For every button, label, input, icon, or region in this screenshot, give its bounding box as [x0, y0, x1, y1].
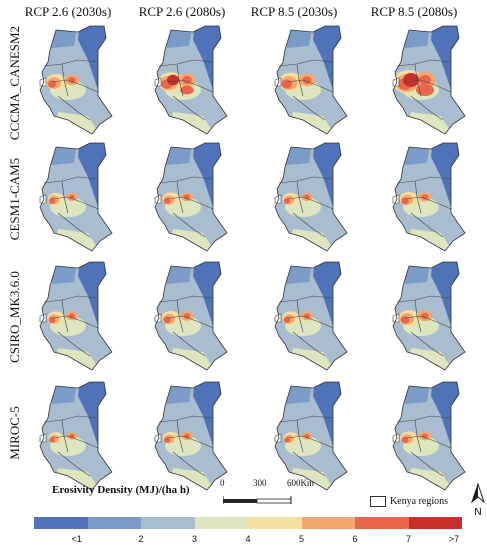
column-header: RCP 2.6 (2080s) [138, 4, 226, 19]
color-bar-segment [248, 517, 302, 529]
map-panel [375, 256, 483, 374]
map-panel [22, 137, 130, 255]
map-panel [137, 20, 245, 138]
color-bar [34, 517, 462, 529]
color-bar-segment [194, 517, 248, 529]
scale-label: 300 [253, 478, 267, 488]
scale-bar: 0 300 600Km [220, 478, 314, 510]
map-panel [22, 256, 130, 374]
color-bar-tick-label: <1 [71, 534, 82, 544]
color-bar-segment [301, 517, 355, 529]
color-bar-segment [355, 517, 409, 529]
legend-title: Erosivity Density (MJ)/(ha h) [52, 484, 190, 496]
regions-label: Kenya regions [390, 496, 449, 507]
color-bar-segment [408, 517, 462, 529]
color-bar-tick-label: 6 [352, 534, 358, 544]
north-arrow-icon: N [470, 482, 486, 518]
color-bar-segment [87, 517, 141, 529]
map-panel [375, 20, 483, 138]
map-panel [257, 137, 365, 255]
color-bar-tick-label: 4 [245, 534, 251, 544]
column-header: RCP 8.5 (2080s) [370, 4, 458, 19]
color-bar-tick-label: 2 [138, 534, 144, 544]
scale-label: 0 [220, 478, 225, 488]
north-label: N [474, 507, 481, 518]
color-bar-tick-label: 3 [191, 534, 198, 544]
color-bar-segment [141, 517, 195, 529]
color-bar-tick-label: 7 [405, 534, 412, 544]
map-panel [257, 256, 365, 374]
map-panel [257, 376, 365, 494]
scale-label: 600Km [287, 478, 314, 488]
map-panel [375, 137, 483, 255]
map-panel [137, 376, 245, 494]
region-swatch [370, 496, 386, 507]
map-panel [22, 20, 130, 138]
color-bar-tick-label: >7 [448, 534, 460, 544]
map-panel [257, 20, 365, 138]
map-panel [375, 376, 483, 494]
color-bar-tick-label: 5 [298, 534, 305, 544]
map-panel [137, 137, 245, 255]
map-panel [137, 256, 245, 374]
column-header: RCP 8.5 (2030s) [250, 4, 338, 19]
color-bar-segment [34, 517, 88, 529]
map-panel [22, 376, 130, 494]
column-header: RCP 2.6 (2030s) [24, 4, 112, 19]
regions-legend: Kenya regions [370, 496, 448, 507]
